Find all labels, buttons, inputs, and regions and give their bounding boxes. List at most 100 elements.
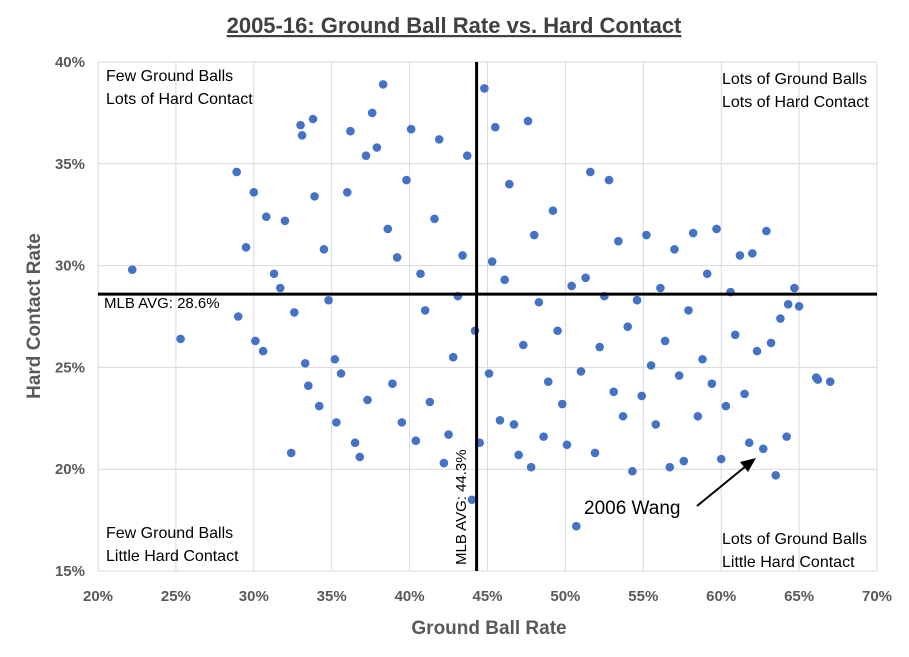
data-point: [609, 387, 618, 397]
data-point: [646, 361, 656, 370]
data-point: [586, 167, 595, 177]
data-point: [637, 391, 647, 401]
data-point: [176, 334, 185, 344]
data-point: [614, 236, 623, 246]
data-point: [509, 420, 519, 429]
quadrant-label-bottom-left-line1: Few Ground Balls: [106, 525, 233, 542]
data-point: [392, 253, 402, 262]
data-point: [534, 297, 544, 307]
x-tick-label: 35%: [317, 588, 347, 605]
data-point: [523, 116, 533, 126]
gridlines: [97, 61, 878, 572]
data-point: [735, 251, 745, 260]
data-point: [330, 354, 340, 364]
data-point: [286, 448, 296, 458]
data-point: [355, 452, 365, 462]
quadrant-label-bottom-left-line2: Little Hard Contact: [106, 548, 239, 565]
annotation-arrow: [696, 458, 756, 507]
data-point: [296, 120, 305, 130]
data-point: [372, 143, 382, 152]
data-point: [300, 359, 310, 368]
data-point: [388, 379, 397, 388]
data-point: [249, 188, 259, 197]
data-point: [623, 322, 633, 331]
data-point: [500, 275, 509, 285]
x-tick-label: 20%: [83, 588, 113, 605]
data-point: [567, 281, 576, 291]
data-point: [776, 314, 785, 323]
reference-lines: [98, 62, 877, 571]
data-point: [346, 126, 355, 136]
data-point: [712, 224, 721, 234]
y-tick-label: 15%: [55, 563, 85, 580]
y-average-label: MLB AVG: 28.6%: [104, 295, 220, 312]
data-point: [363, 395, 372, 405]
data-point: [232, 167, 241, 177]
y-axis-title: Hard Contact Rate: [24, 233, 45, 399]
data-point: [420, 306, 430, 315]
data-point: [771, 471, 781, 480]
quadrant-label-top-right-line2: Lots of Hard Contact: [722, 94, 869, 111]
x-axis-title: Ground Ball Rate: [411, 618, 566, 639]
data-point: [595, 342, 604, 352]
data-point: [679, 456, 689, 466]
data-point: [762, 226, 771, 236]
x-tick-label: 70%: [862, 588, 892, 605]
data-point: [324, 295, 333, 305]
data-point: [336, 369, 346, 378]
data-point: [674, 371, 684, 380]
data-point: [632, 295, 642, 305]
data-point: [275, 283, 285, 293]
data-point: [416, 269, 425, 279]
data-point: [581, 273, 590, 283]
y-tick-label: 25%: [55, 359, 85, 376]
x-tick-label: 50%: [550, 588, 580, 605]
data-point: [604, 175, 614, 185]
data-point: [590, 448, 600, 458]
data-point: [766, 338, 776, 348]
data-point: [514, 450, 523, 460]
data-point: [406, 124, 416, 134]
data-point: [269, 269, 279, 279]
x-tick-label: 30%: [239, 588, 269, 605]
data-point: [233, 312, 243, 321]
data-point: [730, 330, 740, 340]
quadrant-label-bottom-right-line2: Little Hard Contact: [722, 554, 855, 571]
data-point: [707, 379, 717, 388]
data-point: [258, 346, 268, 356]
data-point: [548, 206, 558, 215]
data-point: [490, 122, 500, 132]
quadrant-label-top-right-line1: Lots of Ground Balls: [722, 71, 867, 88]
y-tick-label: 30%: [55, 258, 85, 275]
x-average-label: MLB AVG: 44.3%: [453, 449, 470, 565]
data-point: [782, 432, 791, 441]
data-point: [342, 188, 352, 197]
quadrant-label-top-left-line2: Lots of Hard Contact: [106, 91, 253, 108]
data-point: [480, 84, 489, 93]
data-point: [656, 283, 665, 293]
data-point: [434, 135, 444, 144]
data-point: [688, 228, 698, 238]
x-tick-label: 25%: [161, 588, 191, 605]
data-point: [539, 432, 548, 441]
data-point: [308, 114, 318, 124]
data-point: [367, 108, 377, 118]
data-point: [572, 521, 581, 531]
data-point: [467, 495, 477, 505]
data-point: [378, 80, 388, 89]
data-point: [553, 326, 562, 336]
data-point: [290, 308, 299, 317]
data-point: [519, 340, 528, 350]
data-point: [557, 399, 567, 409]
data-point: [241, 242, 251, 252]
data-points: [127, 80, 835, 531]
data-point: [297, 130, 307, 140]
data-point: [458, 251, 467, 260]
y-tick-label: 40%: [55, 54, 85, 71]
data-point: [319, 245, 329, 254]
x-tick-label: 60%: [706, 588, 736, 605]
data-point: [665, 462, 675, 472]
data-point: [670, 245, 679, 254]
data-point: [430, 214, 439, 224]
